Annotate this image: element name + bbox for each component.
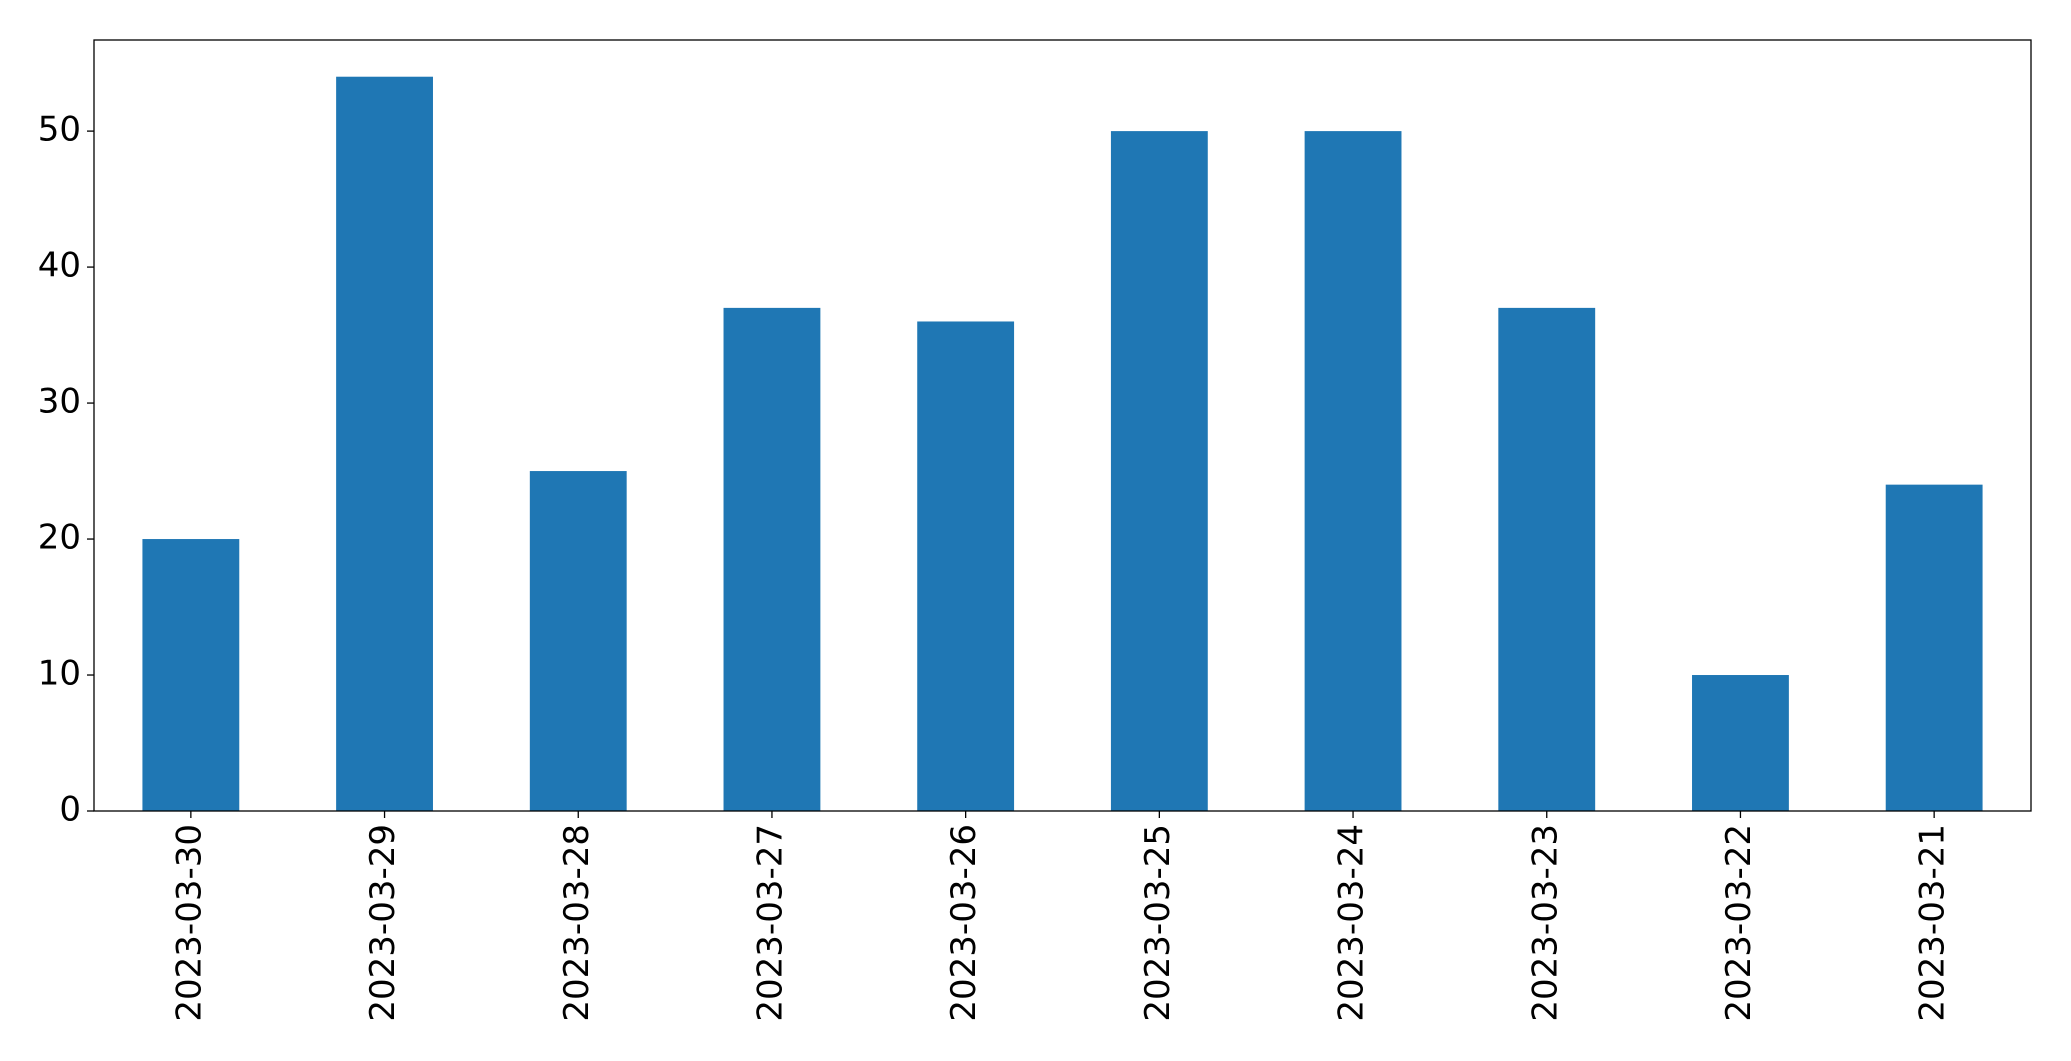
y-tick-label: 50 <box>38 110 81 150</box>
bar <box>142 539 240 811</box>
bar <box>723 307 821 811</box>
x-tick-label: 2023-03-25 <box>1138 824 1178 1022</box>
plot-frame <box>93 39 2032 812</box>
x-tick-label: 2023-03-22 <box>1719 824 1759 1022</box>
bar <box>529 471 627 811</box>
bar <box>1110 131 1208 811</box>
bar <box>1692 675 1789 811</box>
x-tick-label: 2023-03-23 <box>1525 824 1565 1022</box>
bar <box>1304 131 1402 811</box>
y-tick-label: 20 <box>38 518 81 558</box>
x-tick-label: 2023-03-24 <box>1332 824 1372 1022</box>
x-tick-label: 2023-03-30 <box>169 824 209 1022</box>
y-tick-label: 0 <box>59 790 81 830</box>
bar <box>1498 307 1596 811</box>
x-tick-label: 2023-03-26 <box>944 824 984 1022</box>
bar <box>917 321 1015 811</box>
x-tick-label: 2023-03-21 <box>1913 824 1953 1022</box>
bar <box>1885 484 1983 811</box>
bar <box>336 76 433 811</box>
x-tick-label: 2023-03-28 <box>557 824 597 1022</box>
x-tick-label: 2023-03-29 <box>363 824 403 1022</box>
y-tick-label: 40 <box>38 246 81 286</box>
x-tick-label: 2023-03-27 <box>750 824 790 1022</box>
y-tick-label: 30 <box>38 382 81 422</box>
y-tick-label: 10 <box>38 654 81 694</box>
